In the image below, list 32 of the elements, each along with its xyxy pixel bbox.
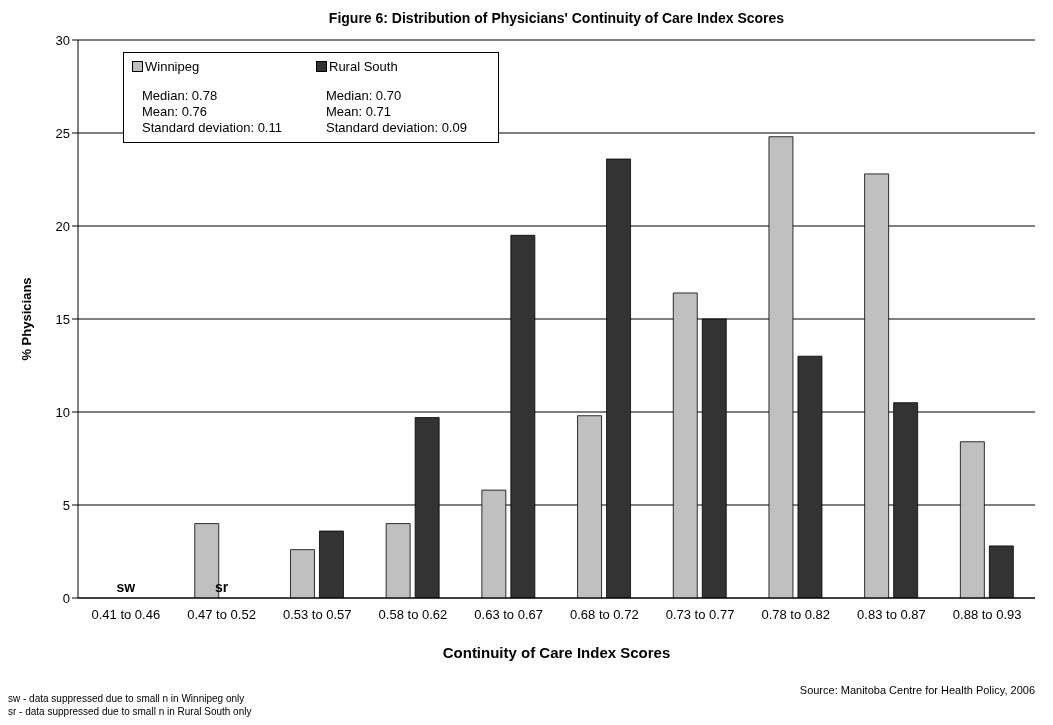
x-tick-label: 0.58 to 0.62	[378, 607, 448, 623]
x-axis-title: Continuity of Care Index Scores	[442, 644, 671, 661]
legend-label: Rural South	[329, 59, 398, 74]
x-tick-label: 0.47 to 0.52	[187, 607, 256, 623]
annotation: sw	[116, 579, 136, 595]
y-tick-label: 30	[55, 32, 70, 48]
annotation: Standard deviation: 0.11	[142, 120, 283, 136]
x-tick-label: 0.53 to 0.57	[282, 607, 352, 623]
annotation: Mean: 0.71	[326, 104, 393, 120]
x-tick-label: 0.68 to 0.72	[570, 607, 639, 623]
y-tick-label: 15	[55, 311, 70, 327]
annotation: Median: 0.70	[326, 88, 403, 104]
annotation: Mean: 0.76	[142, 104, 209, 120]
x-tick-label: 0.63 to 0.67	[474, 607, 543, 623]
annotation: Median: 0.78	[142, 88, 219, 104]
x-tick-label: 0.78 to 0.82	[761, 607, 831, 623]
x-tick-label: 0.73 to 0.77	[665, 607, 735, 623]
x-tick-label: 0.88 to 0.93	[952, 607, 1022, 623]
y-tick-label: 0	[62, 590, 70, 606]
legend-label: Winnipeg	[145, 59, 200, 74]
y-tick-label: 20	[55, 218, 70, 234]
y-tick-label: 25	[55, 125, 70, 141]
annotation: Standard deviation: 0.09	[326, 120, 468, 136]
y-tick-label: 5	[62, 497, 70, 513]
text: sw - data suppressed due to small n in Winnipeg only	[8, 692, 246, 705]
x-tick-label: 0.83 to 0.87	[857, 607, 926, 623]
y-axis-title: % Physicians	[18, 277, 34, 361]
text: sr - data suppressed due to small n in Rural South only	[8, 705, 252, 718]
x-tick-label: 0.41 to 0.46	[91, 607, 161, 623]
source-note: Source: Manitoba Centre for Health Policy, 2006	[799, 684, 1035, 696]
y-tick-label: 10	[55, 404, 70, 420]
chart-title: Figure 6: Distribution of Physicians' Continuity of Care Index Scores	[327, 10, 786, 26]
